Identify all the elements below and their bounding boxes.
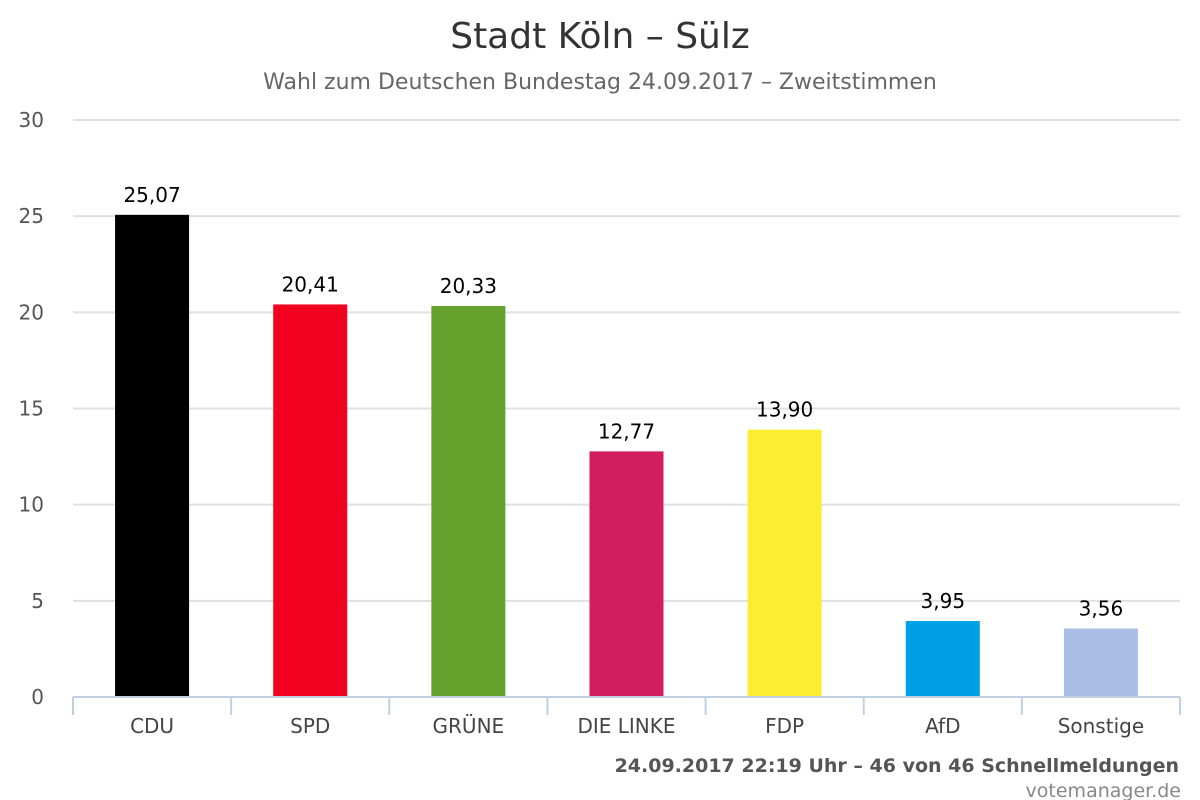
x-tick-label: DIE LINKE bbox=[577, 714, 675, 738]
y-tick-label: 0 bbox=[31, 685, 44, 709]
x-tick-label: CDU bbox=[130, 714, 174, 738]
data-labels: 25,07 20,41 20,33 12,77 13,90 3,95 3,56 bbox=[123, 183, 1123, 621]
data-label: 3,95 bbox=[921, 589, 966, 613]
data-label: 25,07 bbox=[123, 183, 180, 207]
footer-timestamp: 24.09.2017 22:19 Uhr – 46 von 46 Schnell… bbox=[615, 755, 1179, 777]
chart-subtitle: Wahl zum Deutschen Bundestag 24.09.2017 … bbox=[263, 70, 937, 95]
x-axis-ticks: CDU SPD GRÜNE DIE LINKE FDP AfD Sonstige bbox=[130, 714, 1144, 738]
bar-cdu bbox=[115, 214, 190, 698]
y-tick-label: 15 bbox=[19, 397, 44, 421]
data-label: 13,90 bbox=[756, 398, 813, 422]
data-label: 12,77 bbox=[598, 419, 655, 443]
data-label: 20,33 bbox=[440, 274, 497, 298]
bar-fdp bbox=[747, 429, 822, 697]
bar-grüne bbox=[431, 305, 506, 697]
data-label: 20,41 bbox=[282, 272, 339, 296]
y-tick-label: 30 bbox=[19, 108, 44, 132]
y-tick-label: 10 bbox=[19, 493, 44, 517]
bar-spd bbox=[273, 304, 348, 697]
footer-credit[interactable]: votemanager.de bbox=[1026, 780, 1181, 800]
x-axis bbox=[72, 696, 1181, 715]
x-tick-label: FDP bbox=[765, 714, 804, 738]
bar-die-linke bbox=[589, 451, 664, 697]
x-tick-label: SPD bbox=[290, 714, 330, 738]
bar-sonstige bbox=[1063, 628, 1138, 697]
data-label: 3,56 bbox=[1079, 597, 1124, 621]
chart-title: Stadt Köln – Sülz bbox=[450, 16, 750, 57]
y-tick-label: 25 bbox=[19, 204, 44, 228]
bars bbox=[115, 214, 1138, 698]
x-tick-label: Sonstige bbox=[1058, 714, 1144, 738]
bar-afd bbox=[905, 621, 980, 697]
x-tick-label: GRÜNE bbox=[433, 714, 505, 738]
x-tick-label: AfD bbox=[925, 714, 960, 738]
y-tick-label: 20 bbox=[19, 300, 44, 324]
gridlines bbox=[73, 119, 1180, 602]
y-axis-ticks: 0 5 10 15 20 25 30 bbox=[19, 108, 44, 709]
y-tick-label: 5 bbox=[31, 589, 44, 613]
